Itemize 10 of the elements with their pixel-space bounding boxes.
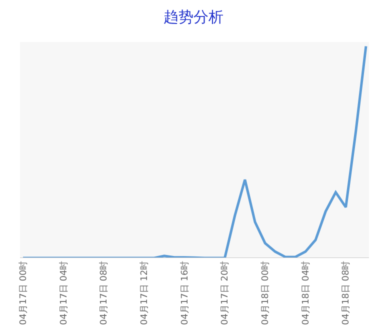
x-tick-label: 04月17日 00时	[18, 260, 29, 326]
x-tick-label: 04月18日 08时	[340, 260, 352, 326]
chart-title: 趋势分析	[164, 8, 224, 26]
x-tick-label: 04月17日 08时	[98, 260, 110, 326]
x-tick-label: 04月17日 04时	[58, 260, 70, 326]
x-tick-label: 04月18日 00时	[260, 260, 272, 326]
x-tick-label: 04月17日 20时	[220, 260, 231, 326]
x-tick-label: 04月17日 16时	[179, 260, 190, 326]
x-tick-label: 04月17日 12时	[138, 260, 150, 326]
x-tick-label: 04月18日 04时	[300, 260, 312, 326]
